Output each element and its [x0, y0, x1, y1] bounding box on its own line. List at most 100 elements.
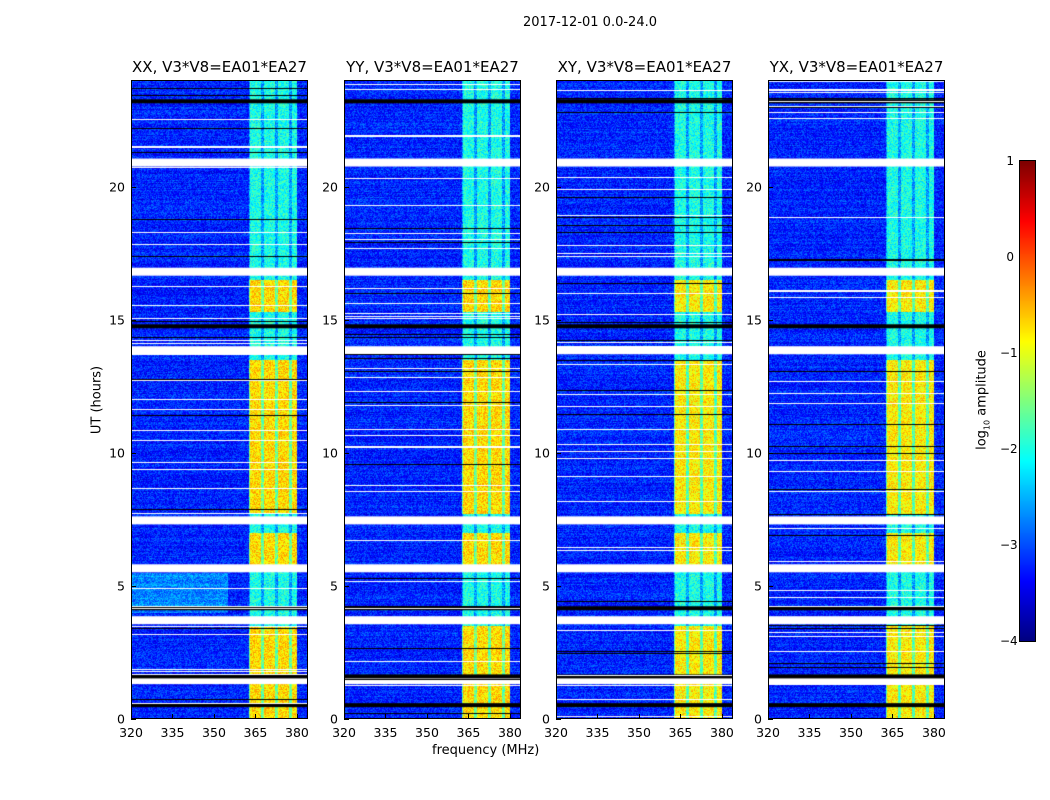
- panel-title: XX, V3*V8=EA01*EA27: [132, 58, 307, 76]
- y-tick-mark: [131, 719, 136, 720]
- x-tick-mark: [172, 714, 174, 719]
- y-tick-label: 15: [109, 312, 125, 328]
- x-tick-mark: [131, 714, 132, 719]
- y-tick-label: 20: [534, 179, 550, 194]
- plot-frame: [344, 80, 521, 719]
- spectrogram-panel-2: XY, V3*V8=EA01*EA27 320 335 350 365 380 0 5 10 15…: [534, 58, 734, 740]
- y-tick-mark: [344, 319, 349, 321]
- heatmap-image: [131, 80, 308, 719]
- y-tick-mark: [556, 719, 561, 720]
- y-tick-mark: [556, 585, 561, 587]
- y-tick-label: 0: [330, 711, 338, 727]
- y-tick-mark: [131, 452, 136, 454]
- y-tick-mark: [556, 452, 561, 454]
- heatmap-image: [556, 80, 733, 719]
- x-tick-label: 335: [585, 725, 610, 740]
- y-tick-label: 10: [746, 445, 762, 461]
- heatmap-image: [768, 80, 945, 719]
- x-tick-mark: [426, 714, 428, 719]
- y-tick-mark: [344, 585, 349, 587]
- x-tick-label: 320: [332, 725, 356, 740]
- y-tick-label: 15: [322, 312, 338, 328]
- x-tick-mark: [680, 714, 682, 719]
- spectrogram-panel-1: YY, V3*V8=EA01*EA27 320 335 350 365 380 0 5 10 15…: [322, 58, 522, 740]
- x-tick-label: 365: [243, 725, 268, 740]
- y-tick-mark: [131, 319, 136, 321]
- y-tick-label: 10: [534, 445, 550, 461]
- y-tick-mark: [768, 585, 773, 587]
- x-tick-label: 335: [797, 725, 822, 740]
- x-axis-label: frequency (MHz): [432, 743, 540, 758]
- y-tick-mark: [344, 452, 349, 454]
- colorbar-label: log10 amplitude: [974, 350, 992, 450]
- x-tick-label: 380: [710, 725, 734, 740]
- x-tick-label: 350: [202, 725, 226, 740]
- x-tick-label: 320: [119, 725, 143, 740]
- y-tick-mark: [556, 186, 561, 188]
- y-tick-label: 5: [117, 578, 125, 594]
- x-tick-label: 335: [373, 725, 398, 740]
- x-tick-label: 365: [456, 725, 481, 740]
- spectrogram-panel-3: YX, V3*V8=EA01*EA27 320 335 350 365 380 0 5 10 15…: [746, 58, 946, 740]
- x-tick-mark: [213, 714, 215, 719]
- y-tick-label: 5: [754, 578, 762, 594]
- spectrogram-panel-0: XX, V3*V8=EA01*EA27 320 335 350 365 380 0 5 10 15…: [109, 58, 309, 740]
- y-tick-label: 20: [109, 179, 125, 194]
- panel-title: YY, V3*V8=EA01*EA27: [346, 58, 519, 76]
- x-tick-mark: [344, 714, 345, 719]
- x-tick-label: 365: [668, 725, 693, 740]
- panel-title: YX, V3*V8=EA01*EA27: [769, 58, 944, 76]
- colorbar-tick-label: 1: [1006, 154, 1014, 168]
- colorbar-tick-label: −1: [1000, 346, 1018, 360]
- x-tick-label: 320: [544, 725, 568, 740]
- y-axis-label: UT (hours): [89, 365, 105, 435]
- x-tick-mark: [509, 714, 511, 719]
- panel-title: XY, V3*V8=EA01*EA27: [557, 58, 732, 76]
- plot-frame: [768, 80, 945, 719]
- x-tick-mark: [556, 714, 557, 719]
- y-tick-mark: [768, 452, 773, 454]
- y-tick-mark: [768, 319, 773, 321]
- y-tick-label: 5: [330, 578, 338, 594]
- x-tick-label: 350: [415, 725, 439, 740]
- x-tick-mark: [597, 714, 599, 719]
- y-tick-label: 15: [534, 312, 550, 328]
- y-tick-label: 0: [754, 711, 762, 727]
- y-tick-mark: [556, 319, 561, 321]
- x-tick-mark: [809, 714, 811, 719]
- plot-frame: [556, 80, 733, 719]
- y-tick-label: 10: [109, 445, 125, 461]
- x-tick-label: 380: [498, 725, 522, 740]
- colorbar: [1019, 160, 1036, 642]
- colorbar-tick-label: −3: [1000, 538, 1018, 552]
- heatmap-image: [344, 80, 521, 719]
- colorbar-tick-label: −2: [1000, 442, 1018, 456]
- y-tick-label: 20: [322, 179, 338, 194]
- y-tick-mark: [768, 719, 773, 720]
- y-tick-mark: [768, 186, 773, 188]
- y-tick-mark: [344, 719, 349, 720]
- x-tick-mark: [296, 714, 298, 719]
- y-tick-mark: [344, 186, 349, 188]
- y-tick-mark: [131, 585, 136, 587]
- x-tick-label: 365: [880, 725, 905, 740]
- x-tick-label: 380: [285, 725, 309, 740]
- x-tick-mark: [892, 714, 894, 719]
- plot-frame: [131, 80, 308, 719]
- x-tick-mark: [385, 714, 387, 719]
- x-tick-mark: [768, 714, 769, 719]
- y-tick-label: 10: [322, 445, 338, 461]
- x-tick-label: 320: [756, 725, 780, 740]
- y-tick-label: 0: [117, 711, 125, 727]
- x-tick-mark: [850, 714, 852, 719]
- y-tick-label: 5: [542, 578, 550, 594]
- y-tick-label: 15: [746, 312, 762, 328]
- x-tick-mark: [468, 714, 470, 719]
- x-tick-mark: [721, 714, 723, 719]
- x-tick-label: 350: [839, 725, 863, 740]
- x-tick-label: 380: [922, 725, 946, 740]
- x-tick-mark: [638, 714, 640, 719]
- x-tick-mark: [933, 714, 935, 719]
- figure-title: 2017-12-01 0.0-24.0: [523, 15, 657, 30]
